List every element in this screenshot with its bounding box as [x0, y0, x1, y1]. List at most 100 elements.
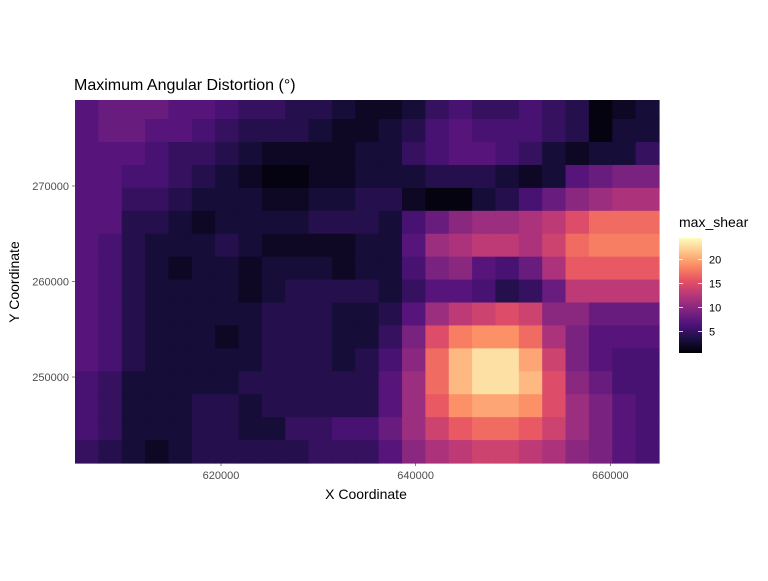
heatmap-cell: [589, 188, 613, 212]
heatmap-cell: [168, 371, 192, 395]
heatmap-cell: [589, 211, 613, 235]
heatmap-cell: [566, 119, 590, 143]
heatmap-cell: [612, 188, 636, 212]
heatmap-cell: [332, 417, 356, 441]
heatmap-cell: [122, 371, 146, 395]
heatmap-cell: [145, 280, 169, 304]
heatmap-cell: [425, 142, 449, 166]
heatmap-cell: [145, 165, 169, 189]
heatmap-cell: [542, 142, 566, 166]
heatmap-cell: [168, 188, 192, 212]
heatmap-cell: [285, 303, 309, 327]
heatmap-cell: [636, 371, 660, 395]
heatmap-cell: [589, 348, 613, 372]
x-tick-label: 620000: [203, 470, 240, 482]
heatmap-cell: [75, 325, 99, 349]
heatmap-cell: [355, 303, 379, 327]
heatmap-cell: [332, 119, 356, 143]
heatmap-cell: [122, 142, 146, 166]
heatmap-cell: [98, 257, 122, 281]
heatmap-cell: [612, 257, 636, 281]
heatmap-cell: [495, 417, 519, 441]
heatmap-cell: [215, 211, 239, 235]
heatmap-cell: [122, 303, 146, 327]
legend-title: max_shear: [679, 214, 749, 230]
heatmap-cell: [379, 303, 403, 327]
heatmap-cell: [566, 394, 590, 418]
heatmap-cell: [168, 142, 192, 166]
heatmap-cell: [215, 257, 239, 281]
heatmap-cell: [332, 280, 356, 304]
x-axis-title: X Coordinate: [325, 486, 407, 502]
heatmap-cell: [239, 440, 263, 464]
heatmap-cell: [285, 119, 309, 143]
heatmap-cell: [355, 280, 379, 304]
heatmap-cell: [402, 234, 426, 258]
heatmap-cell: [355, 100, 379, 120]
heatmap-cell: [425, 257, 449, 281]
heatmap-cell: [98, 211, 122, 235]
heatmap-cell: [98, 142, 122, 166]
heatmap-cell: [168, 211, 192, 235]
heatmap-cell: [145, 371, 169, 395]
heatmap-cell: [589, 440, 613, 464]
x-tick-label: 660000: [592, 470, 629, 482]
heatmap-cell: [379, 371, 403, 395]
heatmap-cell: [472, 417, 496, 441]
heatmap-cell: [566, 234, 590, 258]
heatmap-cell: [402, 303, 426, 327]
heatmap-cell: [636, 417, 660, 441]
heatmap-cell: [75, 303, 99, 327]
heatmap-cell: [566, 100, 590, 120]
heatmap-cell: [379, 100, 403, 120]
heatmap-cell: [519, 211, 543, 235]
heatmap-cell: [122, 257, 146, 281]
heatmap-cell: [309, 280, 333, 304]
heatmap-cell: [449, 348, 473, 372]
heatmap-cell: [309, 234, 333, 258]
heatmap-cell: [566, 165, 590, 189]
heatmap-cell: [122, 234, 146, 258]
heatmap-cell: [98, 394, 122, 418]
heatmap-cell: [379, 211, 403, 235]
heatmap-cell: [589, 325, 613, 349]
heatmap-cell: [75, 280, 99, 304]
heatmap-cell: [239, 325, 263, 349]
heatmap-cell: [402, 394, 426, 418]
heatmap-cell: [285, 188, 309, 212]
heatmap-cell: [495, 165, 519, 189]
heatmap-cell: [122, 100, 146, 120]
heatmap-cell: [239, 119, 263, 143]
heatmap-cell: [449, 119, 473, 143]
heatmap-cell: [98, 348, 122, 372]
heatmap-cell: [262, 257, 286, 281]
heatmap-cell: [75, 394, 99, 418]
heatmap-cell: [168, 119, 192, 143]
heatmap-cell: [239, 280, 263, 304]
heatmap-cell: [402, 280, 426, 304]
heatmap-cell: [215, 100, 239, 120]
heatmap-cell: [355, 165, 379, 189]
heatmap-cell: [98, 303, 122, 327]
heatmap-cell: [75, 100, 99, 120]
heatmap-cell: [566, 440, 590, 464]
heatmap-cell: [612, 142, 636, 166]
heatmap-cell: [472, 348, 496, 372]
heatmap-cell: [192, 165, 216, 189]
heatmap-cell: [355, 119, 379, 143]
heatmap-cell: [122, 394, 146, 418]
heatmap-cell: [168, 303, 192, 327]
heatmap-cell: [355, 394, 379, 418]
y-axis-ticks: 250000 260000 270000: [32, 181, 75, 384]
heatmap-cell: [379, 257, 403, 281]
heatmap-cell: [566, 417, 590, 441]
heatmap-cell: [636, 348, 660, 372]
heatmap-cell: [215, 348, 239, 372]
heatmap-cell: [425, 119, 449, 143]
heatmap-cell: [98, 234, 122, 258]
heatmap-cell: [192, 142, 216, 166]
heatmap-cell: [285, 142, 309, 166]
heatmap-cell: [425, 280, 449, 304]
heatmap-cell: [332, 142, 356, 166]
